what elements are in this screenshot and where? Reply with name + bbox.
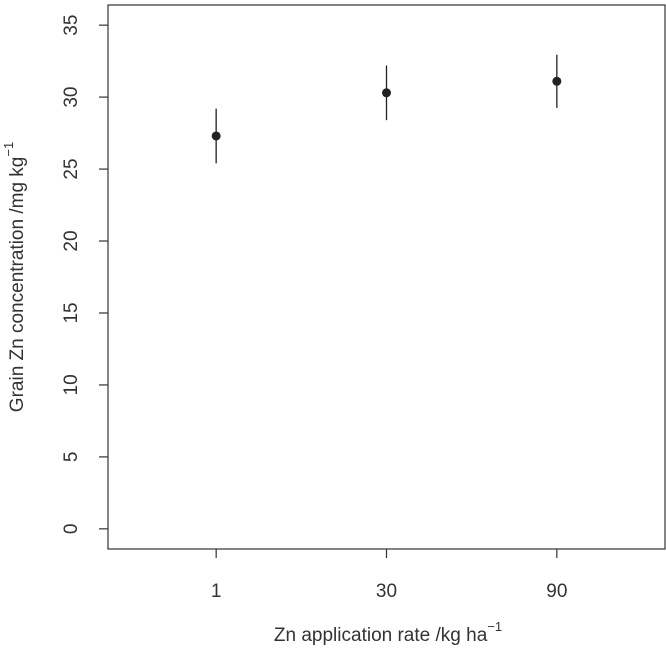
y-tick-label: 10 [61, 374, 82, 395]
point [382, 88, 391, 98]
y-tick-label: 20 [61, 230, 82, 251]
x-axis-label: Zn application rate /kg ha−1 [274, 619, 502, 646]
y-tick-label: 25 [61, 158, 82, 179]
y-axis-label-sup: −1 [1, 142, 16, 157]
x-axis-label-sup: −1 [487, 619, 502, 634]
y-tick-label: 30 [61, 87, 82, 108]
y-tick-label: 0 [61, 524, 82, 535]
y-tick-label: 5 [61, 452, 82, 463]
x-tick-label: 90 [546, 581, 567, 602]
point [211, 131, 221, 141]
point [552, 76, 562, 86]
x-axis-label-text: Zn application rate /kg ha [274, 625, 488, 646]
y-axis-label-text: Grain Zn concentration /mg kg [7, 157, 28, 413]
x-tick-label: 30 [376, 581, 397, 602]
y-tick-label: 35 [61, 15, 82, 36]
y-tick-label: 15 [61, 302, 82, 323]
x-tick-label: 1 [211, 581, 222, 602]
y-axis-label: Grain Zn concentration /mg kg−1 [1, 142, 28, 412]
